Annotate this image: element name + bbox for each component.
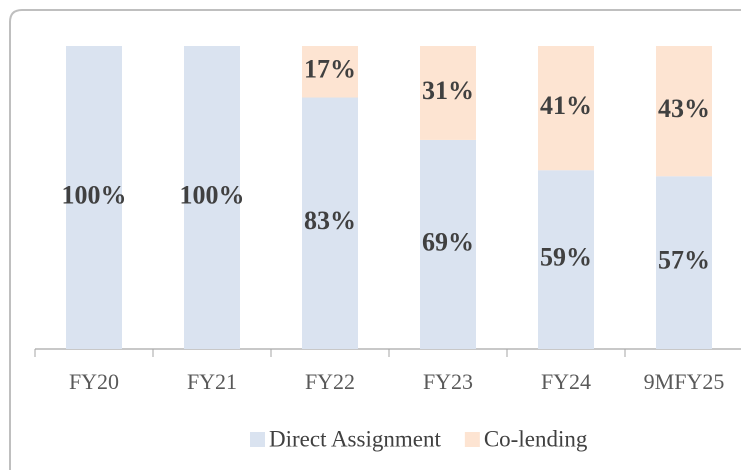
x-tick-label: 9MFY25 [644, 369, 725, 394]
value-label: 100% [180, 180, 245, 209]
bar-segment [538, 46, 594, 171]
value-label: 59% [540, 243, 592, 272]
bar-segment [66, 46, 122, 349]
bar-segment [184, 46, 240, 349]
value-label: 69% [422, 227, 474, 256]
legend-label: Direct Assignment [269, 426, 441, 451]
frame [9, 9, 741, 470]
value-label: 31% [422, 76, 474, 105]
value-label: 41% [540, 91, 592, 120]
x-tick-label: FY22 [305, 369, 355, 394]
bar-segment [538, 170, 594, 349]
bar-segment [420, 46, 476, 140]
legend-swatch [250, 432, 265, 447]
value-label: 43% [658, 94, 710, 123]
x-tick-label: FY23 [423, 369, 473, 394]
bar-segment [656, 46, 712, 177]
x-axis-ticks [34, 349, 626, 357]
legend-label: Co-lending [484, 426, 588, 451]
bar-segment [420, 139, 476, 349]
bar-segment [302, 97, 358, 349]
value-label: 100% [62, 180, 127, 209]
x-tick-label: FY21 [187, 369, 237, 394]
value-label: 57% [658, 246, 710, 275]
x-tick-label: FY24 [541, 369, 591, 394]
value-label: 83% [304, 206, 356, 235]
legend-swatch [464, 432, 480, 447]
x-tick-label: FY20 [69, 369, 119, 394]
value-label: 17% [304, 55, 356, 84]
bar-segment [302, 46, 358, 98]
bar-segment [656, 176, 712, 349]
